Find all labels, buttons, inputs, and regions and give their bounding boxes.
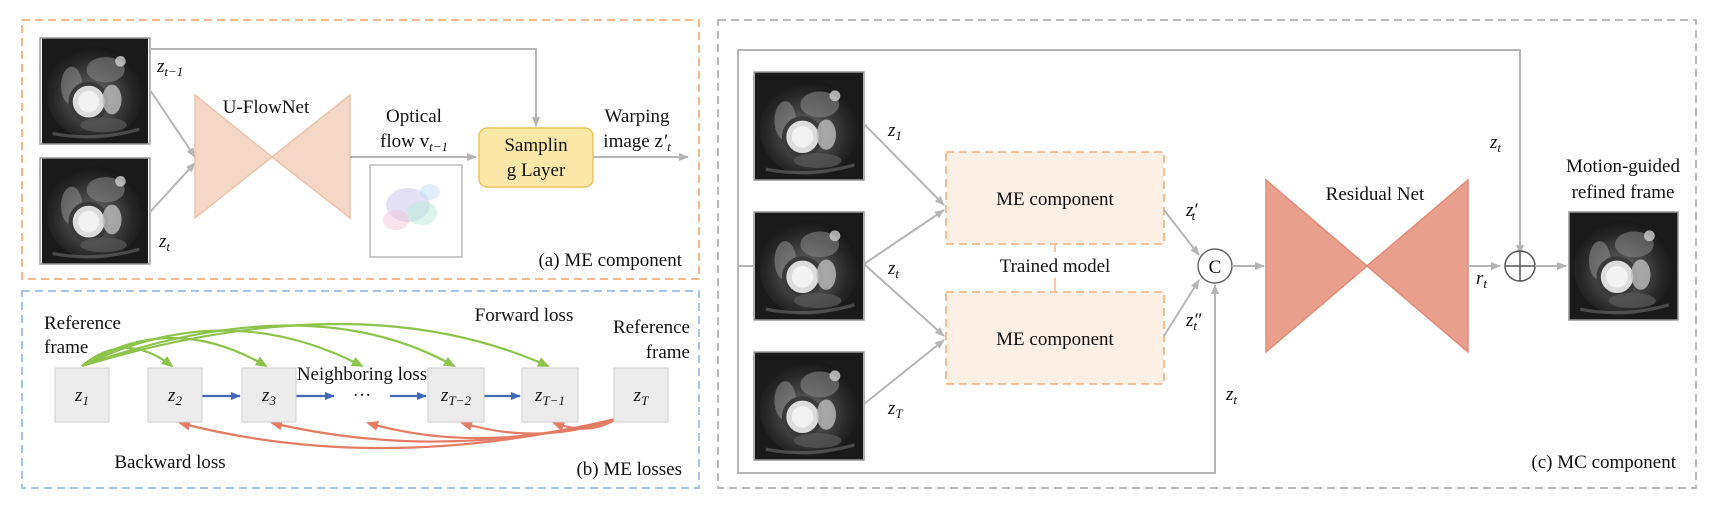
arrow-prev-to-unet <box>149 89 196 158</box>
me-component-bottom-label: ME component <box>996 329 1114 350</box>
arrow-zt-to-me-top <box>863 209 945 265</box>
label-z-t-minus-1: zt−1 <box>156 56 183 79</box>
me-panel-caption: (a) ME component <box>538 250 682 271</box>
label-zt-top: zt <box>1489 132 1501 155</box>
backward-loss-arrows <box>178 417 617 450</box>
output-label-1: Motion-guided <box>1566 156 1680 177</box>
forward-loss-label: Forward loss <box>475 305 574 326</box>
ref-frame-left-label-1: Reference <box>44 313 121 334</box>
ref-frame-right-label-2: frame <box>646 342 690 363</box>
frame-node-z2: z2 <box>147 367 203 423</box>
arrow-me-bottom-to-concat <box>1163 279 1200 337</box>
warping-label-1: Warping <box>605 106 670 127</box>
loss-panel-caption: (b) ME losses <box>576 459 682 480</box>
optical-flow-label-1: Optical <box>386 106 442 127</box>
optical-flow-label-2: flow vt−1 <box>380 131 448 154</box>
arrow-cur-to-unet <box>149 162 196 213</box>
frame-node-z3: z3 <box>241 367 297 423</box>
ellipsis: ··· <box>353 385 372 406</box>
label-zt-prime: z′t <box>1185 200 1198 223</box>
forward-arrow-zT-2 <box>81 324 456 368</box>
output-refined-frame <box>1568 211 1679 321</box>
arrow-me-top-to-concat <box>1163 209 1200 256</box>
mc-input-frame-T <box>753 351 865 461</box>
label-rt: rt <box>1476 268 1487 291</box>
me-component-top-label: ME component <box>996 189 1114 210</box>
arrow-prev-to-sampling <box>150 48 540 127</box>
sampling-layer-label-2: g Layer <box>507 160 566 181</box>
forward-arrow-zT-1 <box>81 322 550 368</box>
arrow-zT-to-me-bottom <box>863 339 945 405</box>
label-zt-double-prime: z″t <box>1185 310 1202 333</box>
label-z-t: zt <box>158 231 170 254</box>
residual-net-shape <box>1265 178 1469 354</box>
arrow-zt-to-me-bottom <box>863 263 945 337</box>
mc-panel-caption: (c) MC component <box>1531 452 1676 473</box>
concat-node: C <box>1197 248 1233 284</box>
svg-text:C: C <box>1209 257 1222 278</box>
label-zt-bottom: zt <box>1225 384 1237 407</box>
frame-node-zT-1: zT−1 <box>521 367 579 423</box>
arrow-z1-to-me-top <box>863 123 945 206</box>
svg-text:z1: z1 <box>74 385 89 408</box>
warping-label-2: image z′t <box>603 131 671 154</box>
skip-arrow-bottom-to-concat <box>737 266 1219 474</box>
optical-flow-image <box>369 164 463 258</box>
frame-node-zT: zT <box>613 367 669 423</box>
label-mc-zt: zt <box>887 258 899 281</box>
forward-loss-arrows <box>81 322 550 368</box>
input-frame-cur <box>39 157 151 265</box>
me-component-top <box>945 151 1165 245</box>
neighboring-loss-label: Neighboring loss <box>297 364 427 385</box>
output-label-2: refined frame <box>1572 182 1675 203</box>
backward-arrow-mid <box>366 417 617 440</box>
label-mc-zT: zT <box>887 398 903 421</box>
ref-frame-left-label-2: frame <box>44 337 88 358</box>
sampling-layer-label-1: Samplin <box>504 135 568 156</box>
backward-arrow-z2 <box>178 417 617 450</box>
loss-panel-border <box>21 290 700 489</box>
ref-frame-right-label-1: Reference <box>613 317 690 338</box>
residual-net-label: Residual Net <box>1326 184 1425 205</box>
me-panel-border <box>21 19 700 280</box>
label-mc-z1: z1 <box>887 120 902 143</box>
skip-arrow-top-to-add <box>737 49 1524 266</box>
frame-node-zT-2: zT−2 <box>427 367 485 423</box>
svg-text:z2: z2 <box>167 385 182 408</box>
trained-model-label: Trained model <box>1000 256 1111 277</box>
svg-text:z3: z3 <box>261 385 276 408</box>
me-component-bottom <box>945 291 1165 385</box>
u-flownet-label: U-FlowNet <box>223 97 310 118</box>
svg-text:zT−2: zT−2 <box>440 385 471 408</box>
svg-text:zT−1: zT−1 <box>534 385 565 408</box>
u-flownet-shape <box>194 93 351 220</box>
mc-input-frame-t <box>753 211 865 321</box>
mc-input-frame-1 <box>753 71 865 181</box>
backward-loss-label: Backward loss <box>114 452 225 473</box>
forward-arrow-z3 <box>81 337 268 368</box>
svg-text:zT: zT <box>633 385 649 408</box>
input-frame-prev <box>39 37 151 145</box>
trained-model-label-bg <box>980 252 1130 278</box>
forward-arrow-mid <box>81 329 364 367</box>
frame-node-z1: z1 <box>54 367 110 423</box>
mc-panel-border <box>717 19 1697 489</box>
add-node <box>1504 250 1536 282</box>
